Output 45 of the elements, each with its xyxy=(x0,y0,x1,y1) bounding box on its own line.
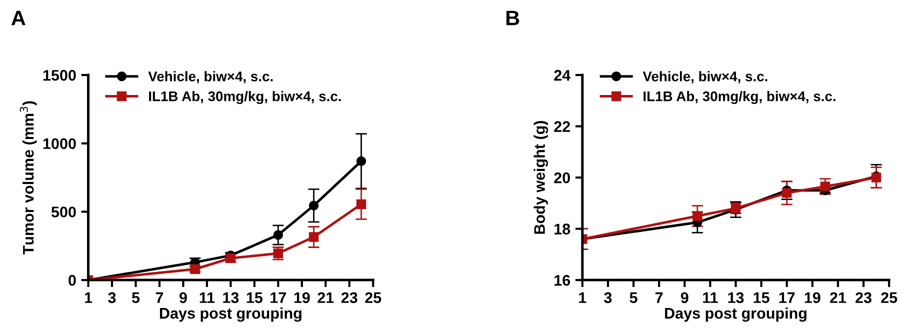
x-tick-label: 9 xyxy=(680,292,688,304)
x-tick-label: 13 xyxy=(223,292,239,304)
x-axis-title: Days post grouping xyxy=(160,307,302,322)
legend-label: IL1B Ab, 30mg/kg, biw×4, s.c. xyxy=(644,91,836,104)
y-tick-label: 16 xyxy=(554,274,570,286)
x-tick-label: 11 xyxy=(703,292,718,303)
x-tick-label: 21 xyxy=(830,292,846,303)
y-tick-label: 1500 xyxy=(43,70,76,81)
x-tick-label: 1 xyxy=(579,292,586,303)
chart-title: A xyxy=(11,10,26,26)
x-tick-label: 7 xyxy=(156,292,164,303)
legend-label: Vehicle, biw×4, s.c. xyxy=(642,71,768,84)
chart-title: B xyxy=(506,10,520,26)
x-tick-label: 25 xyxy=(881,292,898,304)
x-tick-label: 17 xyxy=(779,292,795,303)
x-tick-label: 23 xyxy=(856,292,872,304)
x-tick-label: 3 xyxy=(108,292,116,304)
x-tick-label: 21 xyxy=(318,292,334,303)
y-tick-label: 20 xyxy=(554,172,570,184)
y-tick-label: 500 xyxy=(51,206,76,218)
legend-label: Vehicle, biw×4, s.c. xyxy=(148,71,273,84)
x-tick-label: 3 xyxy=(604,292,612,304)
x-tick-label: 15 xyxy=(754,292,770,304)
x-tick-label: 1 xyxy=(84,292,92,303)
x-tick-label: 11 xyxy=(200,292,215,303)
y-axis-title: Tumor volume (mm$^{3}$) xyxy=(20,101,37,255)
x-tick-label: 7 xyxy=(655,292,663,303)
legend-label: IL1B Ab, 30mg/kg, biw×4, s.c. xyxy=(149,91,341,104)
x-tick-label: 9 xyxy=(179,292,187,304)
x-tick-label: 19 xyxy=(294,292,310,304)
y-tick-label: 18 xyxy=(554,224,570,234)
x-tick-label: 25 xyxy=(365,292,382,304)
y-tick-label: 24 xyxy=(554,70,571,81)
x-tick-label: 5 xyxy=(630,292,638,304)
y-tick-label: 1000 xyxy=(43,138,76,150)
x-tick-label: 15 xyxy=(246,292,262,304)
y-axis-title: Body weight (g) xyxy=(534,121,548,234)
y-tick-label: 0 xyxy=(68,274,76,286)
x-tick-label: 13 xyxy=(728,292,744,304)
x-tick-label: 19 xyxy=(804,292,820,304)
x-tick-label: 17 xyxy=(270,292,286,303)
x-axis-title: Days post grouping xyxy=(665,307,806,322)
x-tick-label: 5 xyxy=(132,292,140,304)
y-tick-label: 22 xyxy=(554,121,570,132)
x-tick-label: 23 xyxy=(341,292,358,304)
